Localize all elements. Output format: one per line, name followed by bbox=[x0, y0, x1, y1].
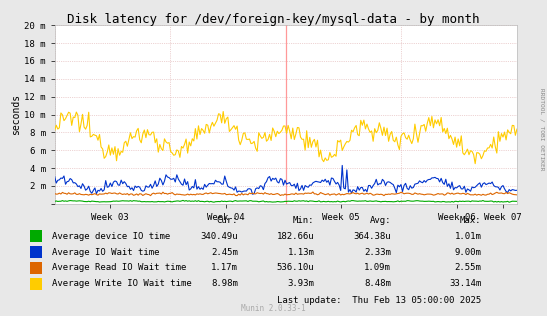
Text: 2.45m: 2.45m bbox=[211, 248, 238, 257]
Text: 1.17m: 1.17m bbox=[211, 264, 238, 272]
Text: 9.00m: 9.00m bbox=[455, 248, 481, 257]
Text: Cur:: Cur: bbox=[217, 216, 238, 225]
Text: Max:: Max: bbox=[460, 216, 481, 225]
Text: 1.13m: 1.13m bbox=[288, 248, 315, 257]
Text: Average IO Wait time: Average IO Wait time bbox=[52, 248, 160, 257]
Text: Average Read IO Wait time: Average Read IO Wait time bbox=[52, 264, 187, 272]
Text: 2.33m: 2.33m bbox=[364, 248, 391, 257]
Text: 1.01m: 1.01m bbox=[455, 232, 481, 241]
Text: Average device IO time: Average device IO time bbox=[52, 232, 170, 241]
Text: 1.09m: 1.09m bbox=[364, 264, 391, 272]
Text: 182.66u: 182.66u bbox=[277, 232, 315, 241]
Text: 340.49u: 340.49u bbox=[200, 232, 238, 241]
Text: Avg:: Avg: bbox=[370, 216, 391, 225]
Text: Munin 2.0.33-1: Munin 2.0.33-1 bbox=[241, 304, 306, 313]
Text: 2.55m: 2.55m bbox=[455, 264, 481, 272]
Text: 3.93m: 3.93m bbox=[288, 279, 315, 288]
Y-axis label: seconds: seconds bbox=[11, 94, 21, 135]
Text: Min:: Min: bbox=[293, 216, 315, 225]
Text: 536.10u: 536.10u bbox=[277, 264, 315, 272]
Text: 8.98m: 8.98m bbox=[211, 279, 238, 288]
Text: Last update:  Thu Feb 13 05:00:00 2025: Last update: Thu Feb 13 05:00:00 2025 bbox=[277, 296, 481, 305]
Text: 364.38u: 364.38u bbox=[353, 232, 391, 241]
Text: Disk latency for /dev/foreign-key/mysql-data - by month: Disk latency for /dev/foreign-key/mysql-… bbox=[67, 13, 480, 26]
Text: 33.14m: 33.14m bbox=[449, 279, 481, 288]
Text: Average Write IO Wait time: Average Write IO Wait time bbox=[52, 279, 191, 288]
Text: RRDTOOL / TOBI OETIKER: RRDTOOL / TOBI OETIKER bbox=[539, 88, 544, 171]
Text: 8.48m: 8.48m bbox=[364, 279, 391, 288]
